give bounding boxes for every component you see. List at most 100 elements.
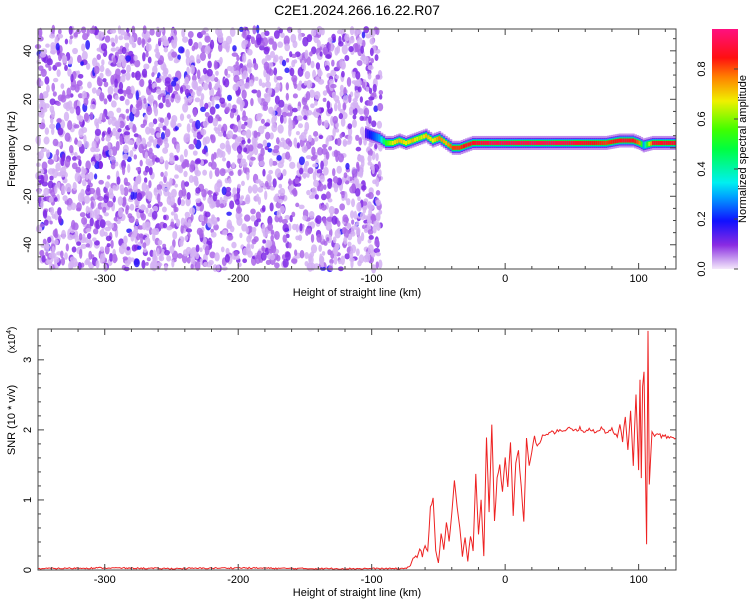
noise-blob — [74, 172, 81, 183]
noise-blob — [64, 158, 71, 168]
noise-blob — [262, 168, 266, 177]
ridge-cell — [669, 140, 673, 145]
noise-blob — [80, 61, 84, 66]
tick-label: -300 — [94, 273, 116, 285]
tick-label: -100 — [361, 273, 383, 285]
noise-blob — [360, 232, 365, 242]
noise-blob — [282, 115, 287, 124]
noise-blob — [123, 134, 130, 144]
noise-blob — [43, 187, 50, 196]
noise-blob — [327, 178, 333, 183]
noise-blob — [149, 28, 155, 36]
noise-blob — [89, 210, 95, 220]
noise-blob — [285, 138, 291, 145]
colorbar-label: Normalized spectral amplitude — [737, 75, 749, 223]
noise-blob — [374, 54, 379, 61]
noise-blob — [269, 132, 274, 140]
noise-blob — [224, 254, 230, 263]
noise-blob — [285, 151, 291, 160]
ridge-cell — [425, 133, 428, 138]
noise-blob — [50, 117, 54, 125]
noise-blob — [157, 193, 161, 204]
noise-blob — [161, 206, 167, 213]
noise-blob — [204, 35, 211, 43]
noise-blob — [297, 67, 304, 77]
noise-blob — [157, 136, 162, 144]
noise-blob — [178, 46, 185, 54]
noise-blob — [311, 28, 317, 37]
noise-blob — [93, 65, 100, 75]
noise-blob — [304, 70, 311, 80]
noise-blob — [135, 137, 141, 146]
noise-blob — [169, 177, 173, 186]
noise-blob — [208, 81, 212, 91]
noise-blob — [141, 68, 148, 78]
noise-blob — [294, 177, 300, 184]
noise-blob — [201, 188, 207, 198]
noise-blob — [317, 146, 324, 156]
noise-blob — [200, 128, 207, 136]
noise-blob — [99, 253, 104, 263]
noise-blob — [333, 102, 338, 112]
ridge-cell — [622, 138, 625, 143]
noise-blob — [360, 45, 365, 54]
noise-blob — [174, 93, 181, 104]
noise-blob — [246, 242, 251, 249]
noise-blob — [196, 54, 201, 64]
noise-blob — [119, 135, 123, 146]
noise-blob — [96, 53, 102, 61]
noise-blob — [307, 167, 314, 175]
noise-blob — [263, 61, 270, 71]
tick-label: 2 — [22, 427, 34, 433]
noise-blob — [116, 176, 121, 185]
noise-blob — [312, 163, 318, 168]
noise-blob — [70, 73, 74, 83]
noise-blob — [84, 259, 89, 266]
noise-blob — [232, 143, 237, 150]
noise-blob — [325, 221, 332, 232]
noise-blob — [344, 253, 350, 260]
ridge-cell — [528, 140, 531, 145]
ridge-cell — [663, 140, 666, 145]
noise-blob — [298, 204, 305, 210]
ridge-cell — [442, 139, 446, 144]
noise-blob — [321, 147, 328, 155]
noise-blob — [352, 98, 358, 103]
noise-blob — [239, 232, 243, 239]
ridge-cell — [409, 139, 413, 144]
noise-blob — [257, 196, 262, 206]
noise-blob — [322, 97, 327, 103]
noise-blob — [125, 108, 130, 114]
noise-blob — [304, 49, 309, 59]
noise-blob — [112, 127, 117, 137]
noise-blob — [282, 223, 289, 233]
noise-blob — [367, 229, 374, 235]
noise-blob — [158, 122, 164, 129]
noise-blob — [351, 169, 358, 178]
noise-blob — [369, 37, 375, 45]
noise-blob — [103, 212, 110, 217]
noise-blob — [70, 219, 76, 230]
ridge-cell — [544, 140, 547, 145]
noise-blob — [265, 73, 271, 83]
noise-blob — [152, 232, 156, 242]
noise-blob — [94, 214, 100, 219]
noise-blob — [138, 143, 145, 154]
noise-blob — [271, 109, 276, 117]
noise-blob — [266, 142, 271, 148]
noise-blob — [279, 187, 286, 197]
noise-blob — [188, 38, 193, 47]
ridge-cell — [531, 140, 535, 145]
noise-blob — [199, 247, 203, 253]
noise-blob — [362, 55, 369, 65]
noise-blob — [210, 231, 217, 238]
noise-blob — [38, 65, 44, 71]
noise-blob — [53, 153, 58, 162]
ridge-cell — [538, 140, 541, 145]
ridge-cell — [609, 140, 612, 145]
noise-blob — [223, 78, 230, 88]
noise-blob — [319, 257, 324, 262]
noise-blob — [263, 93, 268, 99]
noise-blob — [152, 249, 157, 260]
noise-blob — [250, 156, 256, 161]
